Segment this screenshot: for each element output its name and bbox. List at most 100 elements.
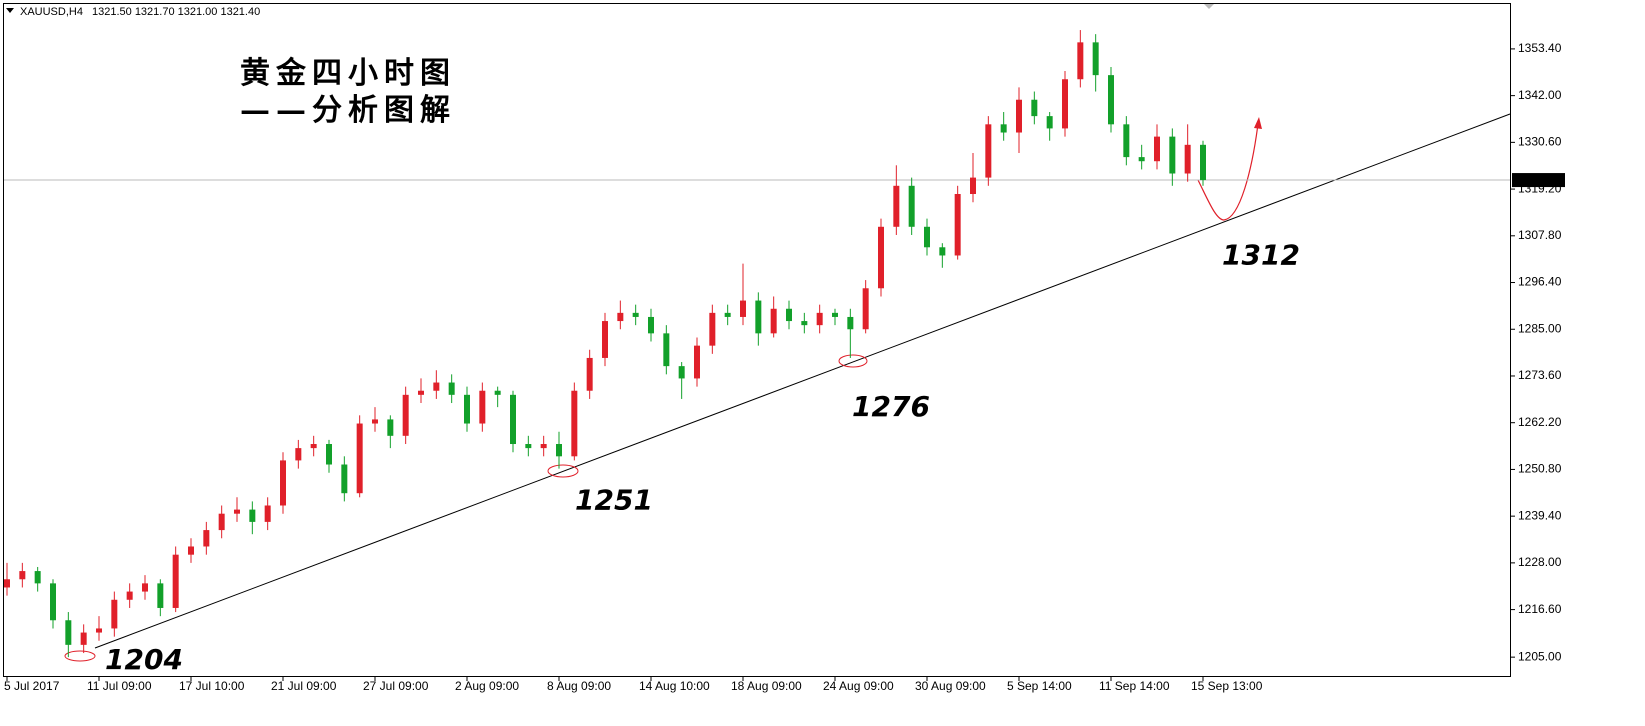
x-tick-label: 14 Aug 10:00	[639, 679, 710, 693]
annotation-label: 1251	[575, 484, 653, 517]
y-tick-label: 1216.60	[1518, 602, 1562, 616]
candle-body	[1092, 42, 1099, 76]
y-tick-label: 1330.60	[1518, 135, 1562, 149]
current-price-label: 1321.40	[1516, 172, 1560, 186]
symbol: XAUUSD,H4	[20, 6, 83, 18]
candle-body	[525, 444, 532, 449]
candle-body	[172, 554, 179, 608]
candle-body	[372, 419, 378, 424]
quote: 1321.50 1321.70 1321.00 1321.40	[92, 6, 260, 18]
candle-body	[280, 460, 286, 506]
x-tick-label: 21 Jul 09:00	[271, 679, 337, 693]
candle-body	[1108, 75, 1114, 125]
candle-body	[571, 390, 578, 457]
candle-body	[264, 505, 271, 522]
candle-body	[326, 444, 332, 465]
candle-body	[862, 288, 869, 330]
candle-body	[418, 390, 424, 395]
y-tick-label: 1353.40	[1518, 41, 1562, 55]
low-marker	[838, 354, 868, 368]
candle-body	[740, 300, 746, 317]
candle-body	[218, 513, 225, 531]
candle-body	[1016, 99, 1022, 133]
trend-line	[94, 113, 1511, 649]
y-tick-label: 1285.00	[1518, 321, 1562, 335]
x-tick-label: 11 Jul 09:00	[87, 679, 152, 693]
candle-body	[678, 366, 685, 379]
forecast-arrow	[1254, 117, 1262, 129]
candle-body	[709, 312, 716, 346]
candle-body	[648, 316, 654, 334]
candle-body	[970, 177, 976, 194]
y-tick-label: 1273.60	[1518, 368, 1562, 382]
candle-body	[602, 321, 608, 358]
candle-body	[157, 583, 164, 608]
candle-body	[1000, 124, 1007, 133]
candle-body	[1200, 144, 1206, 181]
candle-body	[1077, 42, 1084, 80]
candle-body	[985, 124, 992, 178]
candle-body	[540, 444, 547, 449]
candle-body	[142, 583, 148, 592]
candle-body	[464, 394, 470, 424]
candle-body	[494, 390, 501, 395]
candle-body	[556, 444, 562, 457]
candle-body	[1138, 157, 1145, 162]
candle-body	[770, 308, 777, 334]
x-tick-label: 24 Aug 09:00	[823, 679, 894, 693]
annotation-label: 1312	[1222, 239, 1300, 272]
low-marker	[547, 464, 579, 478]
menu-arrow[interactable]	[6, 8, 14, 13]
candle-body	[50, 583, 56, 621]
candle-body	[1184, 144, 1191, 174]
candle-body	[510, 394, 516, 445]
x-tick-label: 18 Aug 09:00	[731, 679, 802, 693]
y-tick-label: 1262.20	[1518, 415, 1562, 429]
candle-body	[786, 308, 792, 322]
candle-body	[801, 321, 808, 326]
candle-body	[387, 419, 394, 436]
candle-body	[65, 620, 72, 645]
candle-body	[1062, 79, 1068, 129]
x-tick-label: 5 Sep 14:00	[1007, 679, 1072, 693]
y-tick-label: 1239.40	[1518, 508, 1562, 522]
x-tick-label: 5 Jul 2017	[4, 679, 60, 693]
candle-body	[878, 226, 884, 289]
candle-body	[924, 226, 930, 248]
annotation-label: 1204	[105, 643, 183, 676]
candle-body	[847, 316, 854, 330]
y-tick-label: 1342.00	[1518, 88, 1562, 102]
candle-body	[663, 333, 670, 367]
candle-body	[632, 312, 639, 317]
candle-body	[1169, 136, 1176, 174]
candle-body	[816, 312, 823, 326]
candle-body	[1123, 124, 1130, 158]
candle-body	[448, 382, 455, 395]
candle-body	[188, 546, 194, 555]
candle-body	[295, 448, 302, 461]
candle-body	[954, 193, 961, 256]
candle-body	[908, 185, 915, 227]
candle-body	[724, 312, 731, 317]
x-tick-label: 11 Sep 14:00	[1099, 679, 1170, 693]
candle-body	[249, 509, 256, 522]
candle-body	[402, 394, 409, 436]
candle-body	[234, 509, 240, 514]
low-marker	[64, 650, 96, 662]
candle-body	[694, 345, 700, 379]
candle-body	[893, 185, 900, 227]
candle-body	[1031, 99, 1038, 117]
candle-body	[19, 571, 26, 580]
candle-body	[479, 390, 486, 424]
candle-body	[34, 571, 41, 584]
current-price-box	[1512, 173, 1565, 188]
candle-body	[1154, 136, 1160, 162]
x-tick-label: 8 Aug 09:00	[547, 679, 611, 693]
candle-body	[96, 628, 102, 633]
x-tick-label: 2 Aug 09:00	[455, 679, 519, 693]
chart-title: 黄金四小时图	[240, 56, 456, 91]
y-tick-label: 1205.00	[1518, 649, 1562, 663]
plot-frame	[3, 3, 1511, 677]
forecast-curve	[1197, 123, 1259, 221]
